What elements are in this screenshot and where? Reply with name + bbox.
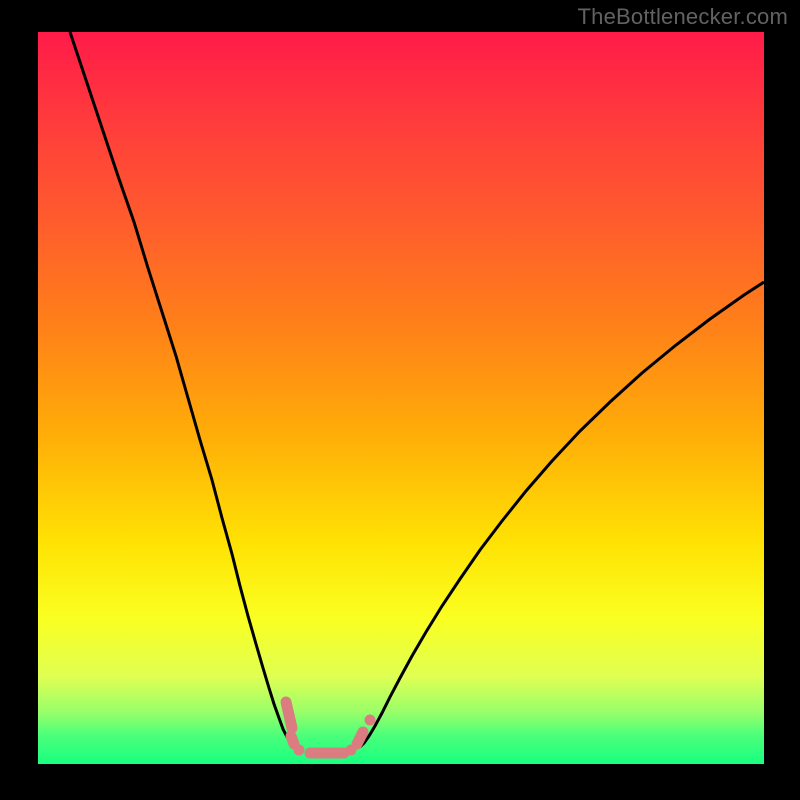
curve-left [70, 32, 295, 747]
valley-segment [291, 736, 294, 744]
watermark-text: TheBottlenecker.com [578, 4, 788, 30]
valley-segment [286, 702, 292, 728]
valley-markers [286, 702, 370, 753]
chart-svg [38, 32, 764, 764]
valley-segment [357, 732, 363, 744]
curve-right [360, 282, 764, 747]
plot-area [38, 32, 764, 764]
